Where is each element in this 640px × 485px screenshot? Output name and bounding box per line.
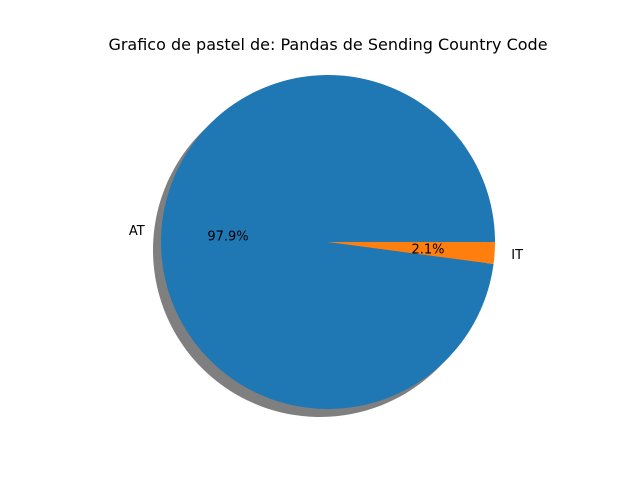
pie-slice-at	[161, 74, 495, 409]
pie-label-layer: AT 97.9% IT 2.1%	[129, 224, 523, 263]
slice-label-it: IT	[511, 248, 523, 263]
pie-slice-layer	[161, 74, 495, 409]
slice-percent-it: 2.1%	[411, 243, 444, 258]
chart-title: Grafico de pastel de: Pandas de Sending …	[108, 35, 547, 54]
pie-slice-it	[328, 242, 495, 264]
slice-label-at: AT	[129, 224, 145, 239]
slice-percent-at: 97.9%	[207, 229, 248, 244]
